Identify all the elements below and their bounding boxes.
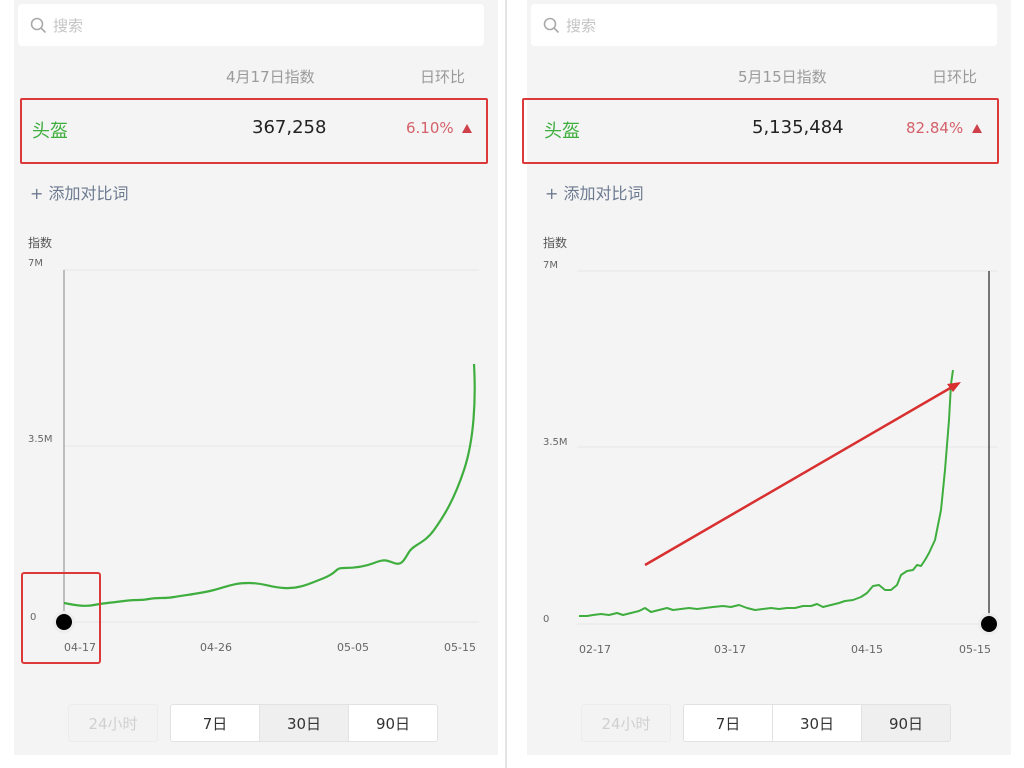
- search-placeholder: 搜索: [566, 16, 597, 35]
- term-row-highlighted[interactable]: 头盔 367,258 6.10%: [20, 98, 488, 164]
- x-tick: 05-15: [959, 643, 991, 656]
- search-icon: [30, 17, 47, 33]
- panel-30-day: 搜索 4月17日指数 日环比 头盔 367,258 6.10% + 添加对比词 …: [14, 0, 498, 755]
- y-axis-title: 指数: [543, 236, 568, 250]
- y-tick-7m: 7M: [28, 258, 43, 269]
- arrow-head-icon: [947, 382, 961, 392]
- range-30d-button[interactable]: 30日: [773, 704, 862, 742]
- panel-divider: [505, 0, 507, 768]
- term-index-value: 367,258: [252, 117, 327, 138]
- highlight-point: [56, 614, 72, 630]
- range-30d-button[interactable]: 30日: [260, 704, 349, 742]
- range-90d-button[interactable]: 90日: [349, 704, 438, 742]
- term-change-value: 6.10%: [406, 119, 454, 137]
- x-tick: 04-15: [851, 643, 883, 656]
- change-header: 日环比: [932, 68, 978, 86]
- search-input[interactable]: 搜索: [531, 4, 997, 46]
- series-line: [579, 369, 954, 617]
- term-index-value: 5,135,484: [752, 117, 844, 138]
- search-placeholder: 搜索: [53, 16, 84, 35]
- add-compare-button[interactable]: + 添加对比词: [545, 184, 644, 203]
- search-icon: [543, 17, 560, 33]
- y-tick-0: 0: [30, 612, 37, 623]
- x-tick: 04-17: [64, 641, 96, 654]
- range-selector: 24小时 7日 30日 90日: [68, 704, 438, 742]
- panel-90-day: 搜索 5月15日指数 日环比 头盔 5,135,484 82.84% + 添加对…: [522, 0, 1011, 755]
- x-tick: 03-17: [714, 643, 746, 656]
- x-tick: 05-05: [337, 641, 369, 654]
- range-24h-button[interactable]: 24小时: [68, 704, 158, 742]
- y-tick-3-5m: 3.5M: [543, 437, 568, 448]
- series-line: [63, 363, 476, 607]
- range-90d-button[interactable]: 90日: [862, 704, 951, 742]
- x-tick: 04-26: [200, 641, 232, 654]
- add-compare-button[interactable]: + 添加对比词: [30, 184, 129, 203]
- highlight-point: [981, 616, 997, 632]
- search-input[interactable]: 搜索: [18, 4, 484, 46]
- y-tick-3-5m: 3.5M: [28, 434, 53, 445]
- y-axis-title: 指数: [28, 236, 53, 250]
- change-header: 日环比: [420, 68, 466, 86]
- range-24h-button[interactable]: 24小时: [581, 704, 671, 742]
- term-name: 头盔: [32, 121, 68, 142]
- y-tick-7m: 7M: [543, 260, 558, 271]
- date-index-header: 5月15日指数: [738, 68, 827, 86]
- term-change-value: 82.84%: [906, 119, 964, 137]
- term-name: 头盔: [544, 121, 580, 142]
- range-7d-button[interactable]: 7日: [170, 704, 260, 742]
- term-row-highlighted[interactable]: 头盔 5,135,484 82.84%: [522, 98, 999, 164]
- up-triangle-icon: [462, 124, 472, 133]
- date-index-header: 4月17日指数: [226, 68, 315, 86]
- up-triangle-icon: [972, 124, 982, 133]
- trend-arrow: [644, 385, 953, 567]
- x-tick: 02-17: [579, 643, 611, 656]
- x-tick: 05-15: [444, 641, 476, 654]
- range-7d-button[interactable]: 7日: [683, 704, 773, 742]
- annotation-box: [21, 572, 101, 664]
- line-chart[interactable]: [14, 0, 498, 755]
- range-selector: 24小时 7日 30日 90日: [581, 704, 951, 742]
- line-chart[interactable]: [527, 0, 1011, 755]
- y-tick-0: 0: [543, 614, 550, 625]
